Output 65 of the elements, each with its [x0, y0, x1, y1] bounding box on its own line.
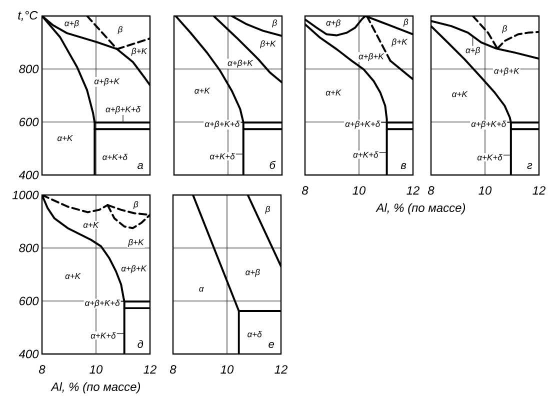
x-tick-label: 10 — [220, 365, 234, 374]
annotation: α+β+K+δ — [204, 120, 240, 129]
x-tick-label: 10 — [352, 186, 366, 195]
annotation: β — [265, 206, 270, 214]
x-tick-label: 8 — [302, 186, 308, 195]
annotation: α+K — [65, 273, 81, 280]
annotation: α+β+K — [494, 68, 520, 76]
y-axis-title: t,°C — [18, 11, 38, 21]
annotation: α+K — [194, 88, 210, 94]
annotation: α — [199, 287, 204, 292]
x-tick-label: 12 — [532, 186, 546, 195]
annotation: β — [502, 25, 507, 34]
annotation: β — [118, 26, 123, 34]
x-tick-label: 12 — [144, 365, 156, 374]
x-axis-title: Al, % (по массе) — [376, 203, 466, 214]
text: б — [270, 160, 276, 170]
annotation: β+K — [392, 38, 408, 46]
annotation: α+β — [326, 19, 340, 28]
annotation: α+β+K — [94, 78, 120, 86]
y-tick-label: 400 — [18, 170, 39, 180]
annotation: α+β+K — [228, 60, 254, 68]
annotation: α+β+K — [358, 53, 384, 62]
annotation: α+K+δ — [477, 154, 502, 160]
annotation: α+K+δ — [210, 153, 235, 160]
annotation: β — [133, 201, 138, 210]
x-tick-label: 12 — [274, 365, 288, 374]
x-tick-label: 8 — [38, 365, 46, 374]
annotation: α+β+K+δ — [471, 120, 506, 129]
annotation: α+K — [83, 222, 99, 228]
annotation: α+β — [466, 46, 480, 55]
annotation: β+K — [131, 48, 148, 56]
annotation: α+β+K+δ — [106, 106, 141, 114]
annotation: α+β — [64, 20, 79, 28]
x-tick-label: 10 — [90, 365, 103, 374]
annotation: α+β+K+δ — [85, 300, 120, 308]
annotation: α+δ — [248, 330, 262, 338]
annotation: α+β+K — [121, 265, 147, 274]
x-tick-label: 12 — [406, 186, 420, 195]
annotation: β+K — [128, 238, 144, 247]
y-tick-label: 400 — [18, 350, 39, 358]
annotation: α+K+δ — [90, 332, 116, 339]
text: г — [527, 162, 532, 170]
x-tick-label: 10 — [478, 186, 492, 195]
y-tick-label: 600 — [19, 118, 39, 126]
x-tick-label: 8 — [170, 365, 176, 374]
x-axis-title: Al, % (по массе) — [50, 382, 140, 394]
annotation: β — [272, 19, 277, 28]
x-tick-label: 8 — [428, 186, 434, 195]
annotation: α+β+K+δ — [345, 120, 380, 129]
annotation: α+K — [58, 135, 73, 142]
annotation: α+β — [246, 268, 260, 277]
annotation: α+K — [452, 91, 468, 98]
text: д — [138, 340, 144, 348]
annotation: β+K — [260, 40, 276, 48]
text: в — [400, 163, 406, 170]
annotation: α+K+δ — [353, 152, 378, 158]
y-tick-label: 800 — [19, 244, 39, 252]
annotation: α+K+δ — [102, 154, 128, 160]
annotation: β — [403, 18, 408, 27]
text: а — [138, 163, 144, 170]
annotation: α+K — [326, 90, 342, 96]
y-tick-label: 800 — [19, 64, 39, 74]
y-tick-label: 1000 — [12, 190, 39, 200]
y-tick-label: 600 — [19, 296, 39, 306]
text: е — [268, 342, 274, 348]
